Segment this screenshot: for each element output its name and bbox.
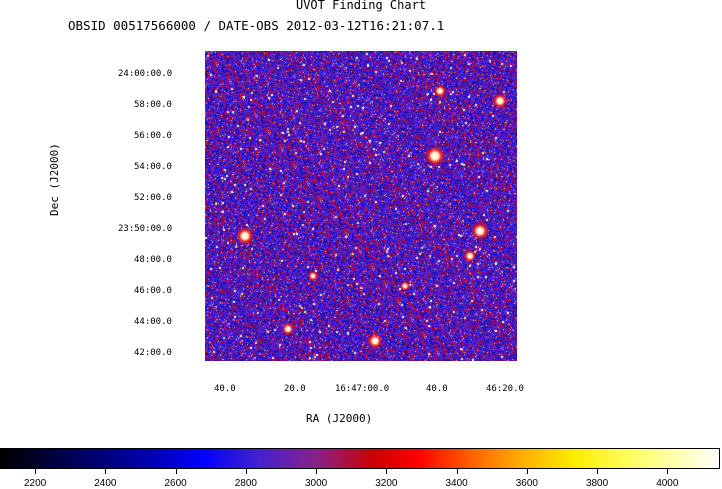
colorbar-tick-mark — [597, 469, 598, 474]
colorbar-tick-mark — [246, 469, 247, 474]
sky-image — [205, 51, 517, 361]
x-tick-label: 20.0 — [284, 384, 306, 394]
y-tick-label: 52:00.0 — [134, 193, 172, 203]
sky-image-canvas — [205, 51, 517, 361]
y-tick-label: 44:00.0 — [134, 317, 172, 327]
y-tick-label: 23:50:00.0 — [118, 224, 173, 234]
colorbar-tick-mark — [457, 469, 458, 474]
x-tick-label: 40.0 — [214, 384, 236, 394]
colorbar-tick-label: 3800 — [585, 478, 609, 489]
colorbar-tick-label: 2200 — [23, 478, 47, 489]
colorbar-tick-label: 2400 — [94, 478, 117, 489]
y-tick-label: 46:00.0 — [134, 286, 172, 296]
y-tick-label: 24:00:00.0 — [118, 69, 173, 79]
colorbar-tick-mark — [386, 469, 387, 474]
y-tick-label: 54:00.0 — [134, 162, 172, 172]
colorbar-tick-label: 4000 — [656, 478, 679, 489]
y-tick-label: 56:00.0 — [134, 131, 172, 141]
colorbar-tick-label: 3000 — [304, 478, 328, 489]
colorbar-tick-label: 2800 — [234, 478, 257, 489]
colorbar-tick-mark — [316, 469, 317, 474]
y-axis-label: Dec (J2000) — [48, 143, 61, 216]
colorbar-tick-label: 2600 — [164, 478, 187, 489]
chart-subtitle: OBSID 00517566000 / DATE-OBS 2012-03-12T… — [68, 18, 445, 33]
y-tick-label: 42:00.0 — [134, 348, 172, 358]
colorbar — [0, 448, 720, 469]
colorbar-tick-mark — [667, 469, 668, 474]
x-tick-label: 16:47:00.0 — [335, 384, 390, 394]
colorbar-tick-label: 3600 — [515, 478, 538, 489]
x-tick-label: 40.0 — [426, 384, 448, 394]
y-tick-label: 48:00.0 — [134, 255, 172, 265]
colorbar-tick-mark — [35, 469, 36, 474]
colorbar-tick-label: 3400 — [445, 478, 468, 489]
colorbar-tick-mark — [527, 469, 528, 474]
y-tick-label: 58:00.0 — [134, 100, 172, 110]
colorbar-tick-mark — [105, 469, 106, 474]
chart-title: UVOT Finding Chart — [295, 0, 427, 12]
x-axis-label: RA (J2000) — [306, 412, 373, 425]
x-tick-label: 46:20.0 — [486, 384, 524, 394]
colorbar-tick-label: 3200 — [375, 478, 398, 489]
colorbar-tick-mark — [176, 469, 177, 474]
